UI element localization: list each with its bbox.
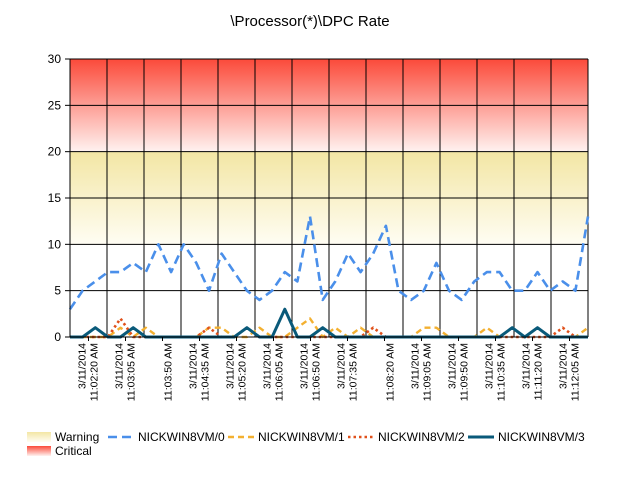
- x-tick-time: 11:06:50 AM: [311, 343, 323, 401]
- x-tick-label: 3/11/2014 11:09:05 AM: [410, 343, 434, 401]
- x-tick-label: 3/11/2014 11:09:50 AM: [447, 343, 471, 401]
- x-tick-label: 3/11/2014 11:12:05 AM: [558, 343, 582, 401]
- x-tick-date: 3/11/2014: [336, 343, 348, 389]
- x-tick-label: 3/11/2014 11:07:35 AM: [336, 343, 360, 401]
- x-tick-date: 3/11/2014: [77, 343, 89, 389]
- x-tick-date: 3/11/2014: [188, 343, 200, 389]
- x-tick-time: 11:02:20 AM: [89, 343, 101, 401]
- y-axis-ticks: 0 5 10 15 20 25 30: [48, 52, 70, 344]
- y-tick-label: 5: [54, 284, 61, 298]
- x-tick-label: 3/11/2014 11:10:35 AM: [484, 343, 508, 401]
- x-tick-label: 11:03:50 AM: [163, 343, 175, 401]
- x-tick-time: 11:09:05 AM: [422, 343, 434, 401]
- x-tick-date: 3/11/2014: [225, 343, 237, 389]
- x-tick-label: 3/11/2014 11:11:20 AM: [521, 343, 545, 401]
- legend-series-label-3: NICKWIN8VM/3: [498, 430, 585, 444]
- y-tick-label: 25: [48, 98, 62, 112]
- legend-label-critical: Critical: [55, 444, 92, 458]
- x-tick-date: 3/11/2014: [114, 343, 126, 389]
- x-tick-label: 11:08:20 AM: [385, 343, 397, 401]
- legend-swatch-warning: [27, 432, 51, 442]
- x-tick-time: 11:08:20 AM: [385, 343, 397, 401]
- legend-label-warning: Warning: [55, 430, 99, 444]
- legend-swatch-critical: [27, 446, 51, 456]
- x-tick-date: 3/11/2014: [521, 343, 533, 389]
- x-tick-time: 11:10:35 AM: [496, 343, 508, 401]
- x-tick-time: 11:03:50 AM: [163, 343, 175, 401]
- series-line-0: [68, 215, 590, 310]
- x-tick-time: 11:06:05 AM: [274, 343, 286, 401]
- legend-series-label-1: NICKWIN8VM/1: [258, 430, 345, 444]
- x-tick-date: 3/11/2014: [262, 343, 274, 389]
- x-tick-label: 3/11/2014 11:03:05 AM: [114, 343, 138, 401]
- legend-series-label-0: NICKWIN8VM/0: [138, 430, 225, 444]
- x-axis-ticks: 3/11/2014 11:02:20 AM 3/11/2014 11:03:05 AM…: [77, 337, 582, 401]
- x-tick-time: 11:03:05 AM: [126, 343, 138, 401]
- y-tick-label: 20: [48, 145, 62, 159]
- x-tick-time: 11:04:35 AM: [200, 343, 212, 401]
- grid-lines: [70, 58, 589, 337]
- x-tick-time: 11:12:05 AM: [570, 343, 582, 401]
- x-tick-date: 3/11/2014: [558, 343, 570, 389]
- y-tick-label: 30: [48, 52, 62, 66]
- x-tick-date: 3/11/2014: [299, 343, 311, 389]
- legend-series-label-2: NICKWIN8VM/2: [378, 430, 465, 444]
- x-tick-date: 3/11/2014: [484, 343, 496, 389]
- y-tick-label: 0: [54, 330, 61, 344]
- y-tick-label: 10: [48, 237, 62, 251]
- x-tick-time: 11:11:20 AM: [533, 343, 545, 400]
- x-tick-time: 11:09:50 AM: [459, 343, 471, 401]
- chart-title: \Processor(*)\DPC Rate: [230, 13, 390, 30]
- x-tick-label: 3/11/2014 11:06:05 AM: [262, 343, 286, 401]
- x-tick-date: 3/11/2014: [447, 343, 459, 389]
- x-tick-label: 3/11/2014 11:06:50 AM: [299, 343, 323, 401]
- y-tick-label: 15: [48, 191, 62, 205]
- x-tick-label: 3/11/2014 11:04:35 AM: [188, 343, 212, 401]
- x-tick-label: 3/11/2014 11:05:20 AM: [225, 343, 249, 401]
- x-tick-label: 3/11/2014 11:02:20 AM: [77, 343, 101, 401]
- x-tick-date: 3/11/2014: [410, 343, 422, 389]
- x-tick-time: 11:05:20 AM: [237, 343, 249, 401]
- x-tick-time: 11:07:35 AM: [348, 343, 360, 401]
